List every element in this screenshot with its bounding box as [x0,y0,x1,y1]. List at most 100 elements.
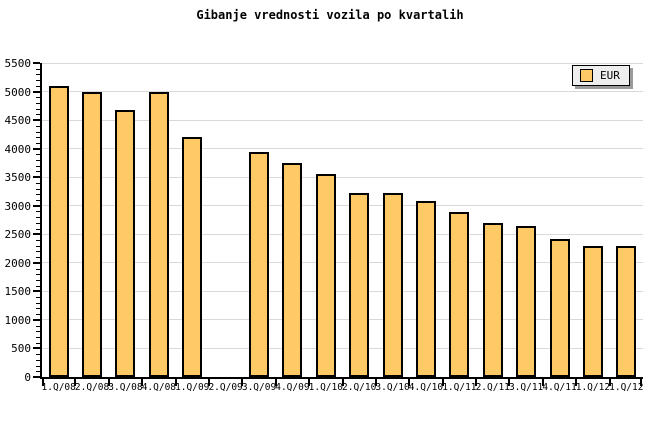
x-axis-tick-label: 2.Q/09 [208,382,243,393]
y-axis-minor-tick [36,80,40,82]
bar-4-q-09 [282,163,303,377]
x-axis-tick-label: 1.Q/11 [442,382,477,393]
chart-title: Gibanje vrednosti vozila po kvartalih [196,8,464,22]
x-axis-tick-label: 4.Q/11 [542,382,577,393]
bar-1-q-10 [315,173,336,377]
y-axis-labels: 0 500 1000 1500 2000 2500 3000 3500 4000 4500 5000… [0,57,33,384]
plot-area [33,62,643,386]
y-axis-minor-tick [36,251,40,253]
y-axis-minor-tick [36,359,40,361]
x-axis-tick [508,379,511,386]
x-axis-tick [241,379,244,386]
y-axis-minor-tick [36,85,40,87]
x-axis-tick-label: 2.Q/11 [475,382,510,393]
y-axis-minor-tick [36,308,40,310]
x-axis-tick [374,379,377,386]
x-axis-tick-label: 1.Q/10 [308,382,343,393]
y-axis-tick-label: 2500 [4,228,32,242]
x-axis-tick-label: 1.Q/09 [175,382,210,393]
y-axis-minor-tick [36,211,40,213]
gridline [42,176,643,178]
y-axis-minor-tick [36,114,40,116]
x-axis-tick [174,379,177,386]
x-axis-tick [42,379,44,386]
y-axis-major-tick [33,261,40,264]
x-axis-tick [274,379,277,386]
y-axis-major-tick [33,176,40,179]
x-axis-tick [575,379,578,386]
y-axis-tick-label: 3000 [4,199,32,213]
bar-3-q-08 [115,109,136,377]
bar-3-q-10 [382,192,403,377]
y-axis-minor-tick [36,200,40,202]
bar-3-q-09 [249,151,270,377]
y-axis-minor-tick [36,182,40,184]
x-axis-tick-label: 3.Q/10 [375,382,410,393]
y-axis-tick-label: 500 [11,342,31,356]
bar-1-q-09 [182,136,203,377]
y-axis-major-tick [33,318,40,321]
gridline [42,233,643,235]
x-axis-tick-label: 4.Q/09 [275,382,310,393]
y-axis-tick-label: 1500 [4,285,32,299]
y-axis-minor-tick [36,154,40,156]
y-axis-minor-tick [36,194,40,196]
y-axis-minor-tick [36,365,40,367]
y-axis-tick-label: 4000 [4,142,32,156]
y-axis-major-tick [33,119,40,122]
y-axis-minor-tick [36,354,40,356]
gridline [42,91,643,93]
x-axis-tick-label: 2.Q/08 [74,382,110,393]
y-axis-minor-tick [36,188,40,190]
legend-swatch [580,69,593,82]
y-axis-minor-tick [36,371,40,373]
gridline [42,205,643,207]
y-axis-major-tick [33,147,40,150]
y-axis-minor-tick [36,285,40,287]
y-axis-minor-tick [36,222,40,224]
x-axis-tick-label: 1.Q/08 [41,382,76,393]
y-axis-minor-tick [36,268,40,270]
y-axis-minor-tick [36,302,40,304]
y-axis-minor-tick [36,337,40,339]
y-axis-minor-tick [36,68,40,70]
x-axis-tick [608,379,611,386]
y-axis-major-tick [33,233,40,236]
x-axis-tick [207,379,210,386]
x-axis-tick [141,379,144,386]
y-axis-tick-label: 1000 [4,313,32,327]
y-axis-minor-tick [36,228,40,230]
y-axis-minor-tick [36,131,40,133]
x-axis-tick-label: 1.Q/12 [575,382,611,393]
x-axis-tick [475,379,478,386]
y-axis-minor-tick [36,274,40,276]
y-axis-tick-label: 3500 [4,171,32,185]
y-axis-minor-tick [36,217,40,219]
bar-2-q-11 [482,223,503,377]
bar-4-q-11 [549,238,570,377]
y-axis-tick-label: 2000 [4,256,32,270]
y-axis-minor-tick [36,257,40,259]
gridline [42,319,643,321]
y-axis-minor-tick [36,331,40,333]
legend-label: EUR [600,69,620,82]
y-axis-minor-tick [36,97,40,99]
y-axis-tick-label: 0 [24,371,31,384]
bar-1-q-12 [616,245,637,377]
x-axis-tick-label: 3.Q/11 [508,382,544,393]
bar-1-q-08 [48,86,69,377]
y-axis-minor-tick [36,74,40,76]
x-axis-tick [408,379,411,386]
x-axis-tick [441,379,444,386]
x-axis-tick [308,379,311,386]
legend: EUR [572,65,630,86]
gridline [42,119,643,121]
y-axis-tick-label: 5500 [4,57,32,70]
x-axis-tick-label: 3.Q/09 [241,382,277,393]
x-axis-tick-label: 2.Q/10 [342,382,377,393]
bar-4-q-10 [415,200,436,377]
y-axis-minor-tick [36,314,40,316]
x-axis-tick [74,379,77,386]
bar-4-q-08 [148,91,169,377]
y-axis-minor-tick [36,245,40,247]
